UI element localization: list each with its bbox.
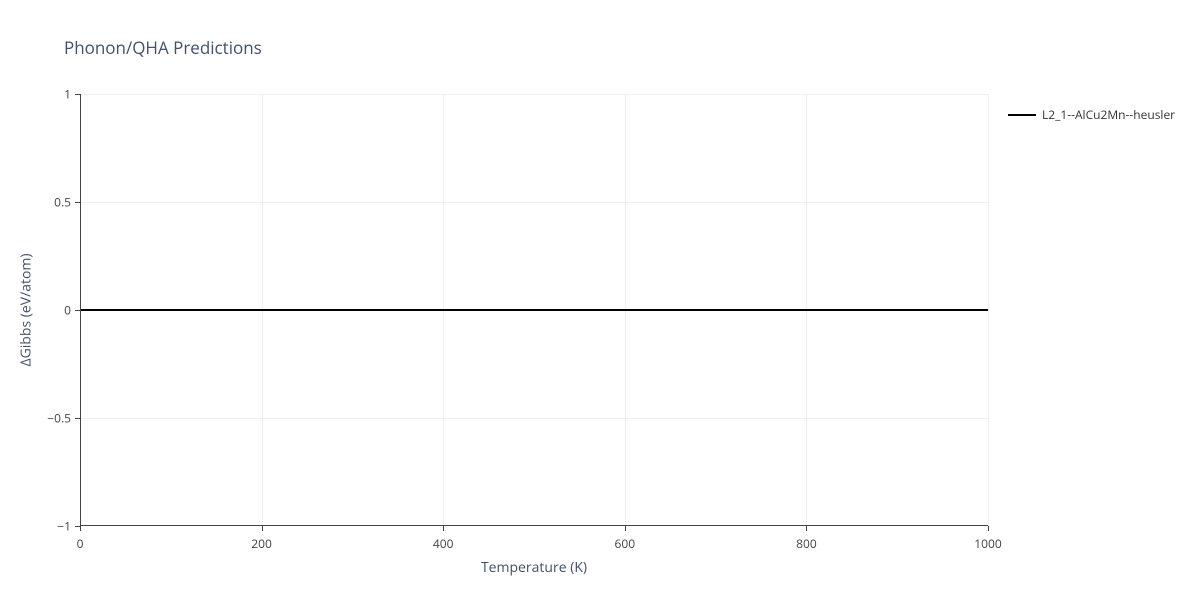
- x-tick-label: 800: [796, 535, 817, 552]
- gridline-v: [988, 94, 989, 526]
- x-tick-label: 1000: [974, 535, 1001, 552]
- y-tick: [75, 202, 80, 203]
- y-axis-line: [80, 94, 81, 526]
- legend: L2_1--AlCu2Mn--heusler: [1008, 106, 1175, 123]
- series-line: [80, 94, 988, 526]
- y-tick: [75, 418, 80, 419]
- x-tick: [806, 526, 807, 531]
- x-axis-title: Temperature (K): [481, 558, 587, 577]
- y-tick-label: 1: [64, 86, 71, 103]
- x-tick: [80, 526, 81, 531]
- plot-area: [80, 94, 988, 526]
- x-tick: [988, 526, 989, 531]
- x-axis-line: [80, 525, 988, 526]
- y-tick-label: −0.5: [47, 410, 71, 427]
- x-tick-label: 400: [433, 535, 454, 552]
- y-tick-label: 0: [64, 302, 71, 319]
- legend-swatch: [1008, 114, 1036, 116]
- y-tick-label: 0.5: [54, 194, 71, 211]
- chart-root: Phonon/QHA Predictions 0 200 400 600 800 1000…: [0, 0, 1200, 600]
- x-tick: [262, 526, 263, 531]
- y-tick: [75, 526, 80, 527]
- legend-label: L2_1--AlCu2Mn--heusler: [1042, 106, 1175, 123]
- x-tick-label: 200: [251, 535, 272, 552]
- x-tick-label: 600: [615, 535, 636, 552]
- y-tick-label: −1: [57, 518, 71, 535]
- legend-item[interactable]: L2_1--AlCu2Mn--heusler: [1008, 106, 1175, 123]
- y-tick: [75, 310, 80, 311]
- chart-title: Phonon/QHA Predictions: [64, 36, 262, 59]
- y-axis-title: ΔGibbs (eV/atom): [17, 253, 36, 366]
- x-tick-label: 0: [77, 535, 84, 552]
- x-tick: [443, 526, 444, 531]
- y-tick: [75, 94, 80, 95]
- x-tick: [625, 526, 626, 531]
